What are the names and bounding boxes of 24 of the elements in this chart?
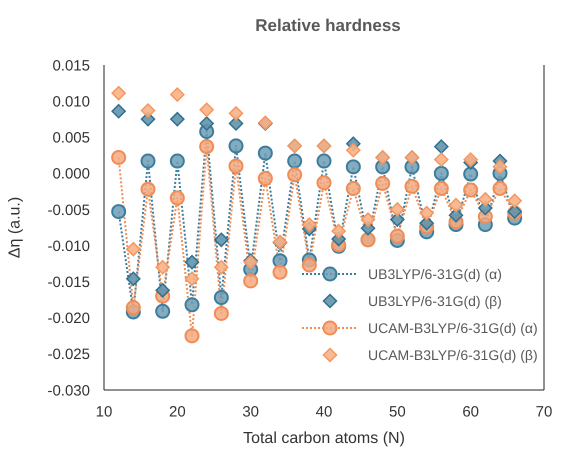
x-tick-label: 10 — [96, 404, 112, 421]
x-tick-label: 40 — [316, 404, 332, 421]
y-axis-title: Δη (a.u.) — [6, 196, 24, 258]
y-tick-label: -0.015 — [47, 274, 90, 291]
y-tick-label: -0.025 — [47, 346, 90, 364]
legend-label: UB3LYP/6-31G(d) (α) — [368, 266, 502, 282]
x-tick-label: 70 — [536, 404, 552, 421]
legend-label: UCAM-B3LYP/6-31G(d) (β) — [368, 346, 538, 362]
x-tick-label: 60 — [462, 404, 480, 421]
y-tick-label: -0.005 — [47, 202, 90, 219]
x-tick-label: 50 — [388, 404, 406, 421]
x-tick-label: 30 — [242, 404, 260, 421]
y-tick-label: -0.020 — [47, 310, 90, 328]
x-tick-label: 20 — [168, 404, 186, 421]
y-tick-label: -0.010 — [47, 238, 90, 255]
y-tick-label: -0.030 — [47, 382, 90, 400]
chart-title: Relative hardness — [254, 16, 402, 36]
y-tick-label: 0.010 — [52, 93, 90, 110]
legend-label: UCAM-B3LYP/6-31G(d) (α) — [368, 320, 538, 336]
y-tick-label: 0.005 — [52, 130, 90, 147]
y-tick-label: 0.000 — [52, 166, 90, 183]
legend-label: UB3LYP/6-31G(d) (β) — [368, 292, 502, 308]
y-tick-label: 0.015 — [52, 57, 90, 74]
x-axis-title: Total carbon atoms (N) — [243, 430, 405, 447]
